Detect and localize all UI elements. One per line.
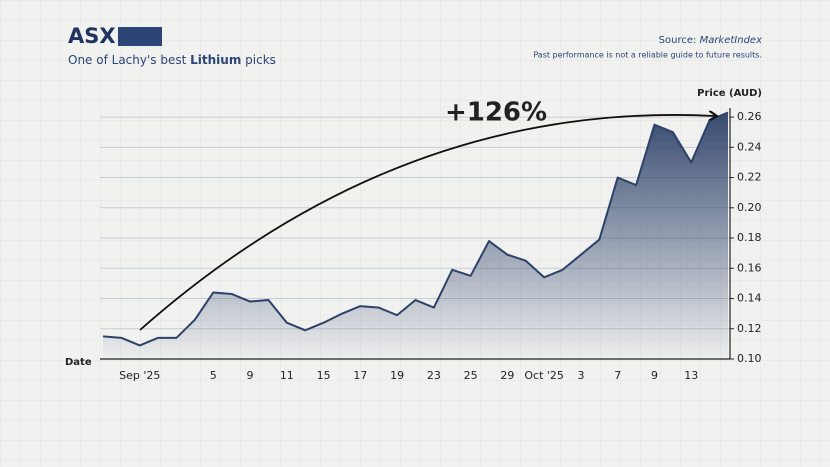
x-tick-label: 25 xyxy=(464,369,478,382)
x-tick-label: Oct '25 xyxy=(524,369,564,382)
x-tick-label: 3 xyxy=(577,369,584,382)
growth-arrow xyxy=(139,115,715,331)
y-tick-label: 0.14 xyxy=(737,292,762,305)
line xyxy=(102,111,729,347)
x-tick-label: 5 xyxy=(210,369,217,382)
y-tick-label: 0.16 xyxy=(737,261,762,274)
x-tick-label: 15 xyxy=(317,369,331,382)
x-tick-label: 7 xyxy=(614,369,621,382)
y-axis-label: Price (AUD) xyxy=(697,88,762,99)
x-tick-label: 9 xyxy=(651,369,658,382)
subtitle-start: One of Lachy's best xyxy=(68,53,187,67)
area xyxy=(103,112,728,359)
plot: 0.10 0.12 0.14 0.16 0.18 0.20 0.22 0.24 0.26 Sep … xyxy=(100,108,762,382)
subtitle-bold: Lithium xyxy=(190,53,241,67)
x-tick-label: 29 xyxy=(500,369,514,382)
title: ASX: xyxy=(68,24,124,48)
x-tick-label: 23 xyxy=(427,369,441,382)
x-axis-label: Date xyxy=(65,357,92,368)
subtitle: One of Lachy's best Lithium picks xyxy=(68,53,276,67)
x-tick-label: 17 xyxy=(353,369,367,382)
source-name: MarketIndex xyxy=(700,35,763,46)
subtitle-end: picks xyxy=(245,53,276,67)
source-label: Source: xyxy=(659,35,697,46)
x-tick-label: Sep '25 xyxy=(119,369,160,382)
x-tick-label: 9 xyxy=(247,369,254,382)
x-tick-label: 13 xyxy=(684,369,698,382)
y-tick-label: 0.24 xyxy=(737,140,762,153)
disclaimer: Past performance is not a reliable guide… xyxy=(533,51,762,60)
x-tick-label: 11 xyxy=(280,369,294,382)
y-tick-label: 0.18 xyxy=(737,231,762,244)
y-tick-label: 0.26 xyxy=(737,110,762,123)
y-tick-label: 0.12 xyxy=(737,322,762,335)
y-tick-label: 0.10 xyxy=(737,352,762,365)
redaction xyxy=(118,27,162,46)
annotation: +126% xyxy=(445,98,547,128)
x-tick-label: 19 xyxy=(390,369,404,382)
y-tick-label: 0.20 xyxy=(737,201,762,214)
y-tick-label: 0.22 xyxy=(737,171,762,184)
source: Source: MarketIndex xyxy=(659,35,762,46)
